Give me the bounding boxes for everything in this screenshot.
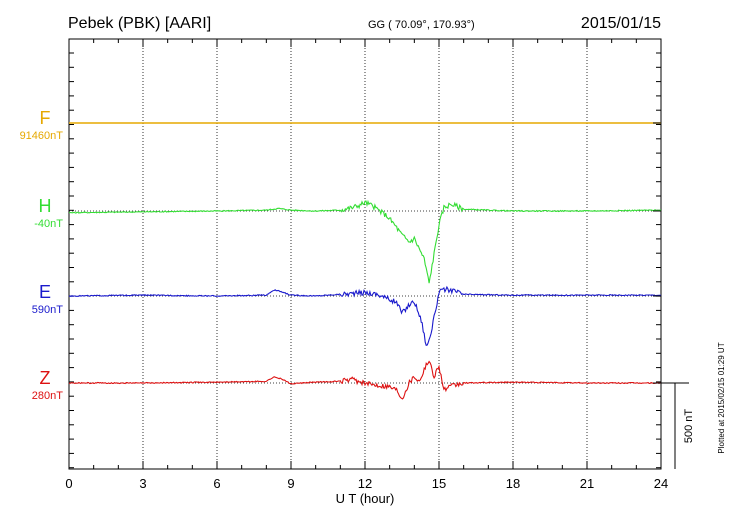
grid	[142, 39, 588, 469]
scale-bar: 500 nT	[661, 382, 695, 469]
x-tick-label: 24	[654, 476, 668, 491]
x-tick-label: 18	[506, 476, 520, 491]
series-label-F: F	[40, 108, 51, 128]
series-label-E: E	[39, 282, 51, 302]
series-baseline-Z: 280nT	[32, 390, 63, 402]
series-label-H: H	[39, 196, 52, 216]
x-tick-label: 15	[432, 476, 446, 491]
x-tick-label: 21	[580, 476, 594, 491]
series-baseline-H: -40nT	[34, 218, 63, 230]
x-axis-label: U T (hour)	[336, 491, 395, 506]
x-tick-label: 12	[358, 476, 372, 491]
x-tick-label: 9	[287, 476, 294, 491]
scale-bar-label: 500 nT	[683, 409, 695, 444]
plotted-at-note: Plotted at 2015/02/15 01:29 UT	[717, 342, 726, 453]
plot-frame	[68, 38, 662, 470]
axis-ticks: 0 3 6 9 12 15 18 21 24	[65, 39, 668, 491]
x-tick-label: 3	[139, 476, 146, 491]
series-baseline-E: 590nT	[32, 304, 63, 316]
series-baseline-F: 91460nT	[20, 130, 64, 142]
series-line-H	[69, 199, 662, 284]
station-title: Pebek (PBK) [AARI]	[68, 15, 211, 32]
series-labels: F 91460nT H -40nT E 590nT Z 280nT	[20, 108, 64, 402]
series-group	[68, 122, 662, 400]
x-tick-label: 0	[65, 476, 72, 491]
series-line-Z	[68, 360, 662, 400]
series-label-Z: Z	[40, 368, 51, 388]
series-line-E	[68, 285, 662, 346]
x-tick-label: 6	[213, 476, 220, 491]
geo-coordinates: GG ( 70.09°, 170.93°)	[368, 19, 475, 31]
date-label: 2015/01/15	[581, 15, 661, 32]
